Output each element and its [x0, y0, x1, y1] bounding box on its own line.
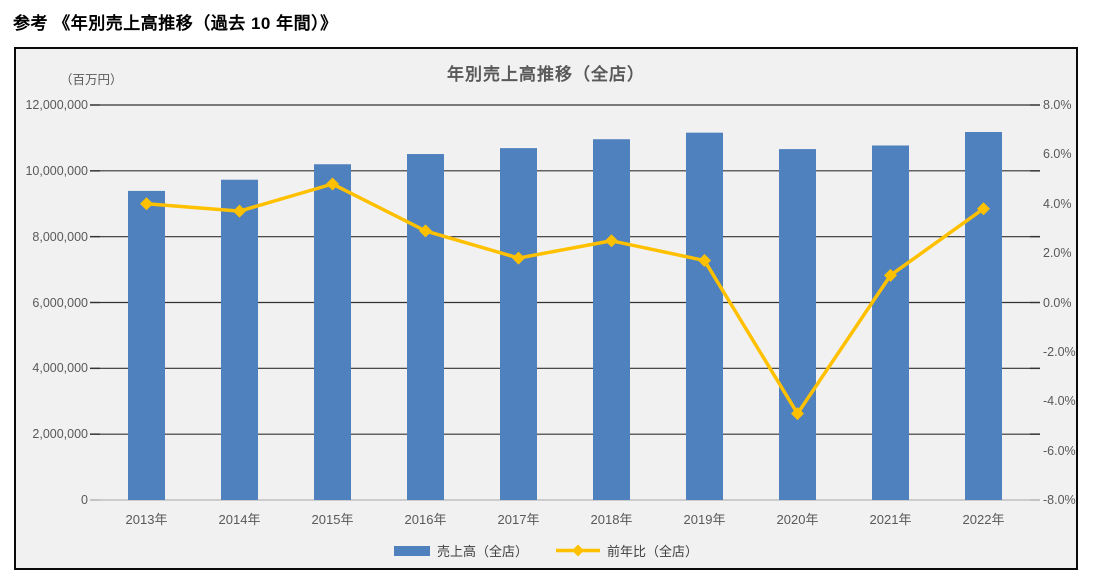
bar-2017年 — [500, 148, 537, 500]
right-tick-label: 0.0% — [1043, 295, 1072, 310]
x-axis-label-2018年: 2018年 — [590, 512, 633, 527]
x-axis-label-2017年: 2017年 — [497, 512, 540, 527]
left-tick-label: 4,000,000 — [32, 361, 88, 376]
bar-2019年 — [686, 132, 723, 500]
chart-card: 年別売上高推移（全店） （百万円） 12,000,000 10,000,000 8,… — [14, 47, 1078, 570]
right-tick-label: 2.0% — [1043, 246, 1072, 261]
bar-2015年 — [314, 164, 351, 500]
left-tick-label: 0 — [81, 493, 88, 507]
x-axis-label-2019年: 2019年 — [683, 512, 726, 527]
marker-2017年 — [512, 251, 525, 265]
bar-2014年 — [221, 179, 258, 500]
marker-2016年 — [419, 224, 432, 238]
x-axis-label-2013年: 2013年 — [125, 512, 168, 527]
left-tick-label: 8,000,000 — [32, 229, 88, 244]
chart-title: 年別売上高推移（全店） — [447, 65, 645, 84]
legend-diamond — [572, 544, 584, 557]
marker-2015年 — [326, 177, 339, 191]
left-axis-unit-label: （百万円） — [60, 73, 123, 87]
legend-label-sales: 売上高（全店） — [436, 544, 528, 559]
right-tick-label: 8.0% — [1043, 98, 1072, 112]
line-series — [144, 182, 986, 416]
marker-2014年 — [233, 204, 246, 218]
x-axis-label-2021年: 2021年 — [869, 512, 912, 527]
bar-2020年 — [779, 149, 816, 500]
legend: 売上高（全店） 前年比（全店） — [16, 541, 1076, 560]
marker-2018年 — [605, 234, 618, 248]
legend-label-yoy: 前年比（全店） — [607, 544, 699, 559]
x-axis-label-2014年: 2014年 — [218, 512, 261, 527]
marker-2013年 — [140, 197, 153, 211]
left-tick-label: 10,000,000 — [25, 163, 88, 178]
bar-2021年 — [872, 145, 909, 501]
right-tick-label: 6.0% — [1043, 147, 1072, 162]
x-axis-label-2016年: 2016年 — [404, 512, 447, 527]
marker-2021年 — [884, 268, 897, 282]
marker-2020年 — [791, 407, 804, 421]
bar-2016年 — [407, 154, 444, 500]
bar-2022年 — [965, 131, 1002, 500]
right-tick-label: -6.0% — [1043, 443, 1076, 458]
marker-2019年 — [698, 254, 711, 268]
left-tick-label: 12,000,000 — [25, 98, 88, 112]
left-tick-label: 6,000,000 — [32, 295, 88, 310]
plot-area — [90, 104, 1040, 501]
line-series-swatch — [556, 544, 600, 557]
right-tick-label: 4.0% — [1043, 196, 1072, 211]
legend-item-sales: 売上高（全店） — [393, 541, 528, 560]
bar-series-swatch — [393, 545, 430, 556]
bar-2013年 — [128, 190, 165, 500]
page-title: 参考 《年別売上高推移（過去 10 年間）》 — [13, 14, 338, 33]
marker-2022年 — [977, 202, 990, 216]
legend-item-yoy: 前年比（全店） — [556, 541, 698, 560]
right-tick-label: -4.0% — [1043, 394, 1076, 409]
x-axis-label-2022年: 2022年 — [962, 512, 1005, 527]
x-axis-label-2015年: 2015年 — [311, 512, 354, 527]
right-tick-label: -8.0% — [1043, 493, 1076, 507]
left-tick-label: 2,000,000 — [32, 427, 88, 442]
x-axis-label-2020年: 2020年 — [776, 512, 819, 527]
bar-2018年 — [593, 139, 630, 500]
right-tick-label: -2.0% — [1043, 344, 1076, 359]
